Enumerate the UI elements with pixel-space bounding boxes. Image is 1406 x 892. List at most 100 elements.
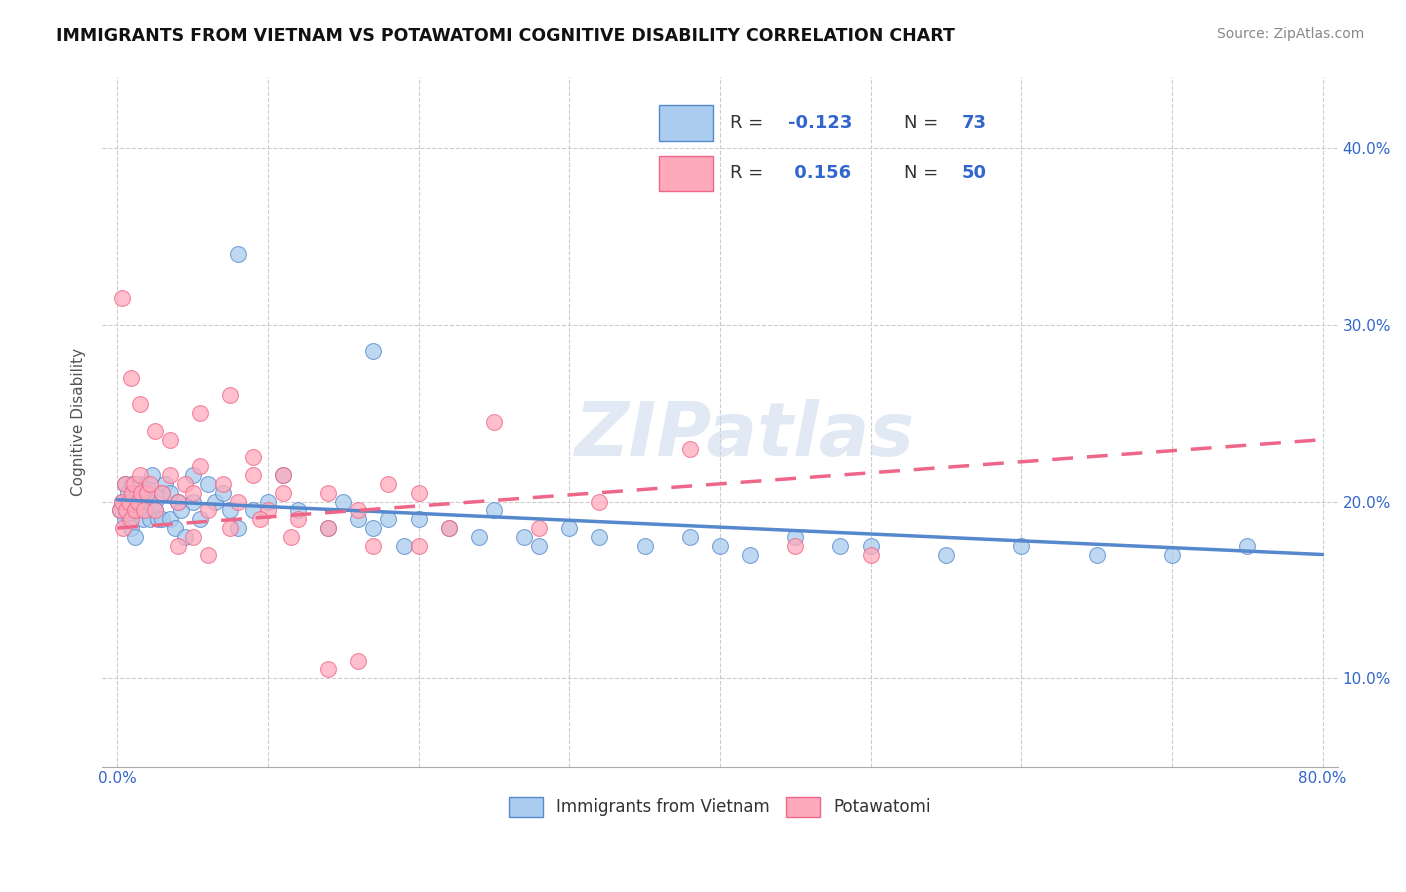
Point — [111, 291, 134, 305]
Point — [830, 539, 852, 553]
Point — [131, 494, 153, 508]
Point — [377, 476, 399, 491]
Point — [219, 503, 242, 517]
Point — [242, 468, 264, 483]
Point — [197, 548, 219, 562]
Point — [588, 494, 610, 508]
Point — [558, 521, 581, 535]
Point — [280, 530, 302, 544]
Point — [1161, 548, 1184, 562]
Point — [482, 503, 505, 517]
Point — [136, 503, 159, 517]
Point — [114, 476, 136, 491]
Point — [859, 539, 882, 553]
Point — [138, 494, 160, 508]
Point — [120, 521, 142, 535]
Point — [174, 476, 197, 491]
Point — [155, 476, 177, 491]
Point — [159, 485, 181, 500]
Point — [134, 485, 156, 500]
Point — [159, 433, 181, 447]
Point — [679, 442, 702, 456]
Point — [136, 485, 159, 500]
Point — [363, 344, 385, 359]
Point — [181, 494, 204, 508]
Point — [1010, 539, 1032, 553]
Point — [143, 503, 166, 517]
Point — [131, 485, 153, 500]
Point — [128, 397, 150, 411]
Point — [219, 388, 242, 402]
Point — [408, 512, 430, 526]
Point — [188, 459, 211, 474]
Point — [316, 521, 339, 535]
Point — [316, 662, 339, 676]
Point — [408, 485, 430, 500]
Point — [152, 485, 174, 500]
Point — [141, 468, 163, 483]
Point — [332, 494, 354, 508]
Point — [633, 539, 655, 553]
Text: Source: ZipAtlas.com: Source: ZipAtlas.com — [1216, 27, 1364, 41]
Point — [197, 503, 219, 517]
Text: IMMIGRANTS FROM VIETNAM VS POTAWATOMI COGNITIVE DISABILITY CORRELATION CHART: IMMIGRANTS FROM VIETNAM VS POTAWATOMI CO… — [56, 27, 955, 45]
Point — [363, 521, 385, 535]
Point — [127, 494, 149, 508]
Point — [152, 512, 174, 526]
Point — [211, 485, 233, 500]
Point — [588, 530, 610, 544]
Point — [204, 494, 226, 508]
Point — [125, 485, 148, 500]
Point — [1085, 548, 1108, 562]
Point — [363, 539, 385, 553]
Point — [110, 503, 132, 517]
Point — [174, 530, 197, 544]
Point — [249, 512, 271, 526]
Point — [159, 512, 181, 526]
Point — [120, 371, 142, 385]
Point — [188, 406, 211, 420]
Point — [347, 654, 370, 668]
Point — [197, 476, 219, 491]
Point — [166, 539, 188, 553]
Point — [115, 503, 138, 517]
Point — [935, 548, 957, 562]
Point — [437, 521, 460, 535]
Point — [527, 521, 550, 535]
Point — [226, 494, 249, 508]
Legend: Immigrants from Vietnam, Potawatomi: Immigrants from Vietnam, Potawatomi — [502, 790, 938, 823]
Point — [408, 539, 430, 553]
Point — [120, 512, 142, 526]
Point — [111, 494, 134, 508]
Point — [166, 494, 188, 508]
Point — [121, 494, 143, 508]
Point — [271, 468, 294, 483]
Point — [143, 424, 166, 438]
Point — [139, 476, 162, 491]
Point — [709, 539, 731, 553]
Point — [121, 476, 143, 491]
Point — [242, 503, 264, 517]
Point — [118, 494, 141, 508]
Point — [226, 247, 249, 261]
Point — [121, 485, 143, 500]
Point — [122, 503, 145, 517]
Point — [163, 521, 186, 535]
Point — [169, 503, 191, 517]
Point — [128, 468, 150, 483]
Point — [117, 485, 139, 500]
Point — [219, 521, 242, 535]
Point — [128, 476, 150, 491]
Point — [118, 512, 141, 526]
Point — [143, 494, 166, 508]
Point — [166, 494, 188, 508]
Point — [1236, 539, 1258, 553]
Point — [181, 530, 204, 544]
Point — [136, 476, 159, 491]
Point — [257, 503, 280, 517]
Point — [257, 494, 280, 508]
Point — [146, 512, 169, 526]
Point — [181, 485, 204, 500]
Point — [738, 548, 761, 562]
Point — [115, 503, 138, 517]
